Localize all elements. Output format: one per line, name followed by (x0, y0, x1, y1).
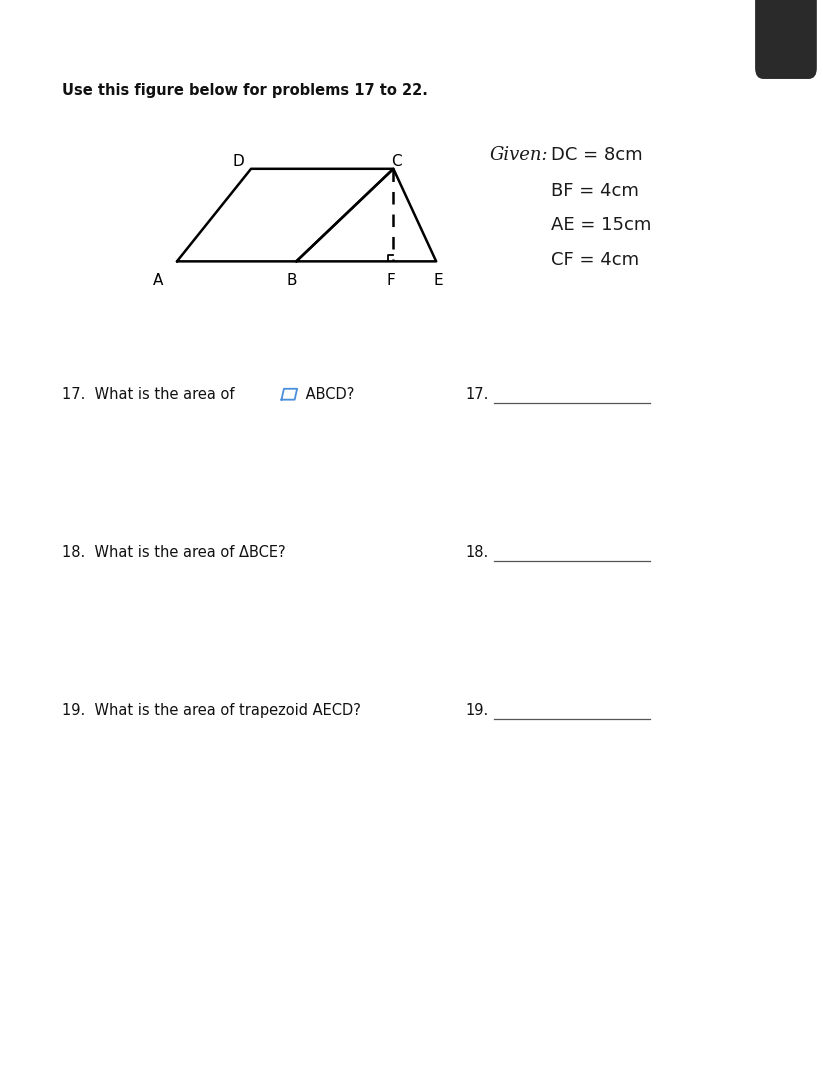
Text: 18.: 18. (465, 544, 488, 560)
Text: C: C (392, 154, 402, 169)
FancyBboxPatch shape (755, 0, 816, 79)
Text: D: D (233, 154, 244, 169)
Text: ABCD?: ABCD? (301, 387, 355, 402)
Text: A: A (153, 273, 163, 289)
Text: B: B (287, 273, 297, 289)
Text: 17.: 17. (465, 387, 488, 402)
Text: F: F (387, 273, 395, 289)
Text: Use this figure below for problems 17 to 22.: Use this figure below for problems 17 to… (62, 83, 428, 98)
Text: CF = 4cm: CF = 4cm (551, 252, 639, 269)
Text: DC = 8cm: DC = 8cm (551, 146, 643, 163)
Text: 17.  What is the area of: 17. What is the area of (62, 387, 235, 402)
Text: 19.: 19. (465, 702, 488, 718)
Text: 19.  What is the area of trapezoid AECD?: 19. What is the area of trapezoid AECD? (62, 702, 360, 718)
Text: E: E (434, 273, 444, 289)
Text: 18.  What is the area of ΔBCE?: 18. What is the area of ΔBCE? (62, 544, 286, 560)
Text: BF = 4cm: BF = 4cm (551, 182, 639, 199)
Text: AE = 15cm: AE = 15cm (551, 217, 652, 234)
Text: Given:: Given: (490, 146, 548, 163)
